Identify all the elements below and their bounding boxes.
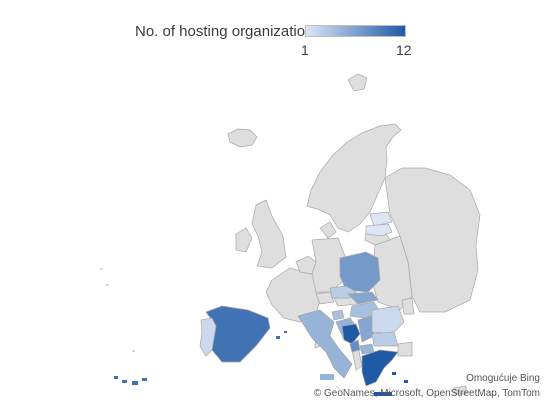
region-slovakia (347, 291, 379, 305)
legend-max-label: 12 (396, 42, 412, 58)
legend-min-label: 1 (301, 42, 309, 58)
region-portugal (199, 317, 217, 357)
region-slovenia (331, 309, 345, 321)
legend-color-scale (305, 25, 406, 37)
region-italy (297, 309, 353, 379)
legend-title: No. of hosting organizations (135, 23, 321, 40)
attribution-provider: Omogućuje Bing (466, 373, 540, 384)
hosting-countries (199, 211, 405, 387)
region-poland (339, 251, 381, 293)
region-spain (205, 305, 271, 363)
region-estonia (369, 211, 393, 227)
region-bulgaria (371, 331, 399, 347)
region-serbia (357, 315, 375, 343)
region-romania (371, 305, 405, 335)
region-latvia (365, 223, 393, 237)
region-montenegro (349, 339, 361, 353)
region-bosnia (341, 323, 361, 345)
background-countries (227, 73, 481, 395)
island-markers (100, 268, 408, 396)
attribution-copyright: © GeoNames, Microsoft, OpenStreetMap, To… (313, 388, 540, 399)
region-greece (361, 349, 399, 387)
